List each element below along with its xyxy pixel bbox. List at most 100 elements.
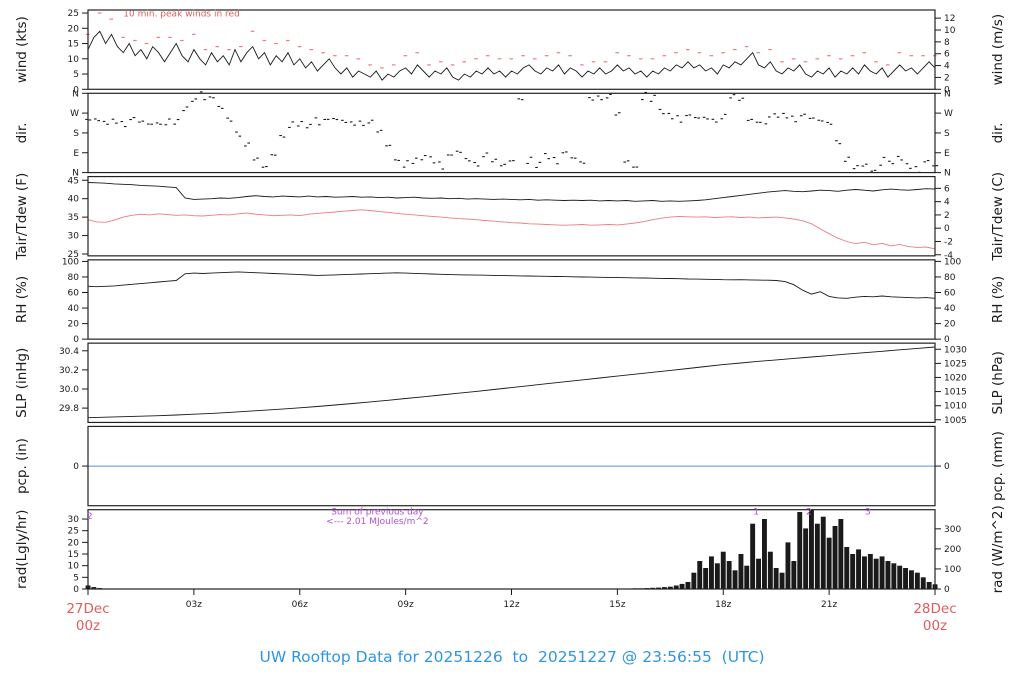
axis-title-right-rh: RH (%) [990,276,1006,323]
left-tick-label: E [73,149,79,159]
left-tick-label: 30.2 [59,366,79,376]
annotation: 3 [865,507,871,517]
x-tick-label: 15z [609,600,625,610]
left-tick-label: 29.8 [59,404,79,414]
right-tick-label: 6 [944,184,950,194]
sea-level-pressure-line [87,346,936,419]
x-start-date-label: 27Dec [66,601,109,617]
right-tick-label: 2 [944,211,950,221]
right-tick-label: 100 [944,257,961,267]
right-tick-label: 0 [944,585,950,595]
panel-temp: 25 30 35 40 45 -4 -2 0 2 4 6 Tair/Tdew (F) Tair/Tdew… [14,172,1006,262]
right-tick-label: 40 [944,304,956,314]
left-tick-label: 5 [73,70,79,80]
right-tick-label: 2 [944,73,950,83]
left-tick-label: 10 [68,55,80,65]
right-tick-label: 0 [944,85,950,95]
axis-title-right-dir: dir. [990,122,1006,143]
axis-title-left-rad: rad(Lgly/hr) [14,510,30,589]
x-tick-label: 03z [186,600,202,610]
panel-rh: 0 20 40 60 80 100 0 20 40 60 80 100 RH (%) RH (%) [14,257,1006,345]
right-tick-label: 1015 [944,388,967,398]
relative-humidity-line [87,271,936,299]
right-tick-label: 100 [944,565,961,575]
panel-tick-labels: 29.8 30.0 30.2 30.4 1005 1010 1015 1020 1025 1030 [59,345,967,425]
x-end-date-label: 28Dec [913,601,956,617]
panel-border [87,9,936,90]
x-tick-label: 06z [292,600,308,610]
x-tick-label: 12z [503,600,519,610]
left-tick-label: 20 [68,24,80,34]
left-tick-label: 45 [68,176,79,186]
left-tick-label: 100 [62,257,79,267]
panel-tick-labels: 0 20 40 60 80 100 0 20 40 60 80 100 [62,257,962,345]
left-tick-label: 15 [68,550,79,560]
right-tick-label: N [944,169,951,179]
x-start-hour-label: 00z [76,618,100,634]
left-tick-label: W [70,109,79,119]
annotation: 2 [87,512,93,522]
panel-border [87,175,936,257]
axis-title-left-temp: Tair/Tdew (F) [14,173,30,261]
panel-wind: 0 5 10 15 20 25 0 24 6 8 10 12 wind (kts) wind (m/s) 1… [14,9,1006,95]
wind-peak-10min-marks [86,12,937,69]
right-tick-label: 60 [944,289,956,299]
axis-title-right-slp: SLP (hPa) [990,351,1006,414]
right-tick-label: 0 [944,224,950,234]
left-tick-label: 15 [68,40,79,50]
wind-direction-scatter [85,91,939,173]
panel-tick-labels: 25 30 35 40 45 -4 -2 0 2 4 6 [68,176,954,260]
left-tick-label: 5 [73,573,79,583]
right-tick-label: 20 [944,320,956,330]
right-tick-label: 1005 [944,416,967,426]
left-tick-label: 30 [68,515,80,525]
right-tick-label: E [944,149,950,159]
right-tick-label: -2 [944,237,953,247]
annotation: <--- 2.01 MJoules/m^2 [326,517,428,527]
axis-title-right-pcp: pcp. (mm) [990,431,1006,501]
tair-line [87,182,936,202]
left-tick-label: 10 [68,562,80,572]
annotation: 10 min. peak winds in red [123,10,240,20]
left-tick-label: 80 [68,273,80,283]
axis-title-left-slp: SLP (inHg) [14,348,30,418]
x-end-hour-label: 00z [923,618,947,634]
left-tick-label: 35 [68,213,79,223]
annotation: 1 [753,507,759,517]
left-tick-label: N [72,169,79,179]
axis-title-left-wind: wind (kts) [14,16,30,83]
left-tick-label: 25 [68,9,79,19]
right-tick-label: 10 [944,26,956,36]
right-tick-label: S [944,129,950,139]
left-tick-label: 30.0 [59,385,79,395]
left-tick-label: 0 [73,462,79,472]
right-tick-label: 6 [944,50,950,60]
x-tick-label: 18z [715,600,731,610]
right-tick-label: 1020 [944,373,967,383]
left-tick-label: 25 [68,250,79,260]
right-tick-label: 0 [944,462,950,472]
right-tick-label: W [944,109,953,119]
right-tick-label: 8 [944,38,950,48]
panel-slp: 29.8 30.0 30.2 30.4 1005 1010 1015 1020 1025 1030… [14,342,1006,426]
left-tick-label: 60 [68,289,80,299]
panel-border [87,259,936,340]
axis-title-left-rh: RH (%) [14,276,30,323]
right-tick-label: 4 [944,62,950,72]
left-tick-label: 0 [73,85,79,95]
left-tick-label: 0 [73,585,79,595]
panel-border [87,92,936,174]
wind-speed-line [87,30,936,81]
left-tick-label: 30 [68,232,80,242]
right-tick-label: 80 [944,273,956,283]
left-tick-label: S [73,129,79,139]
right-tick-label: 1030 [944,345,967,355]
